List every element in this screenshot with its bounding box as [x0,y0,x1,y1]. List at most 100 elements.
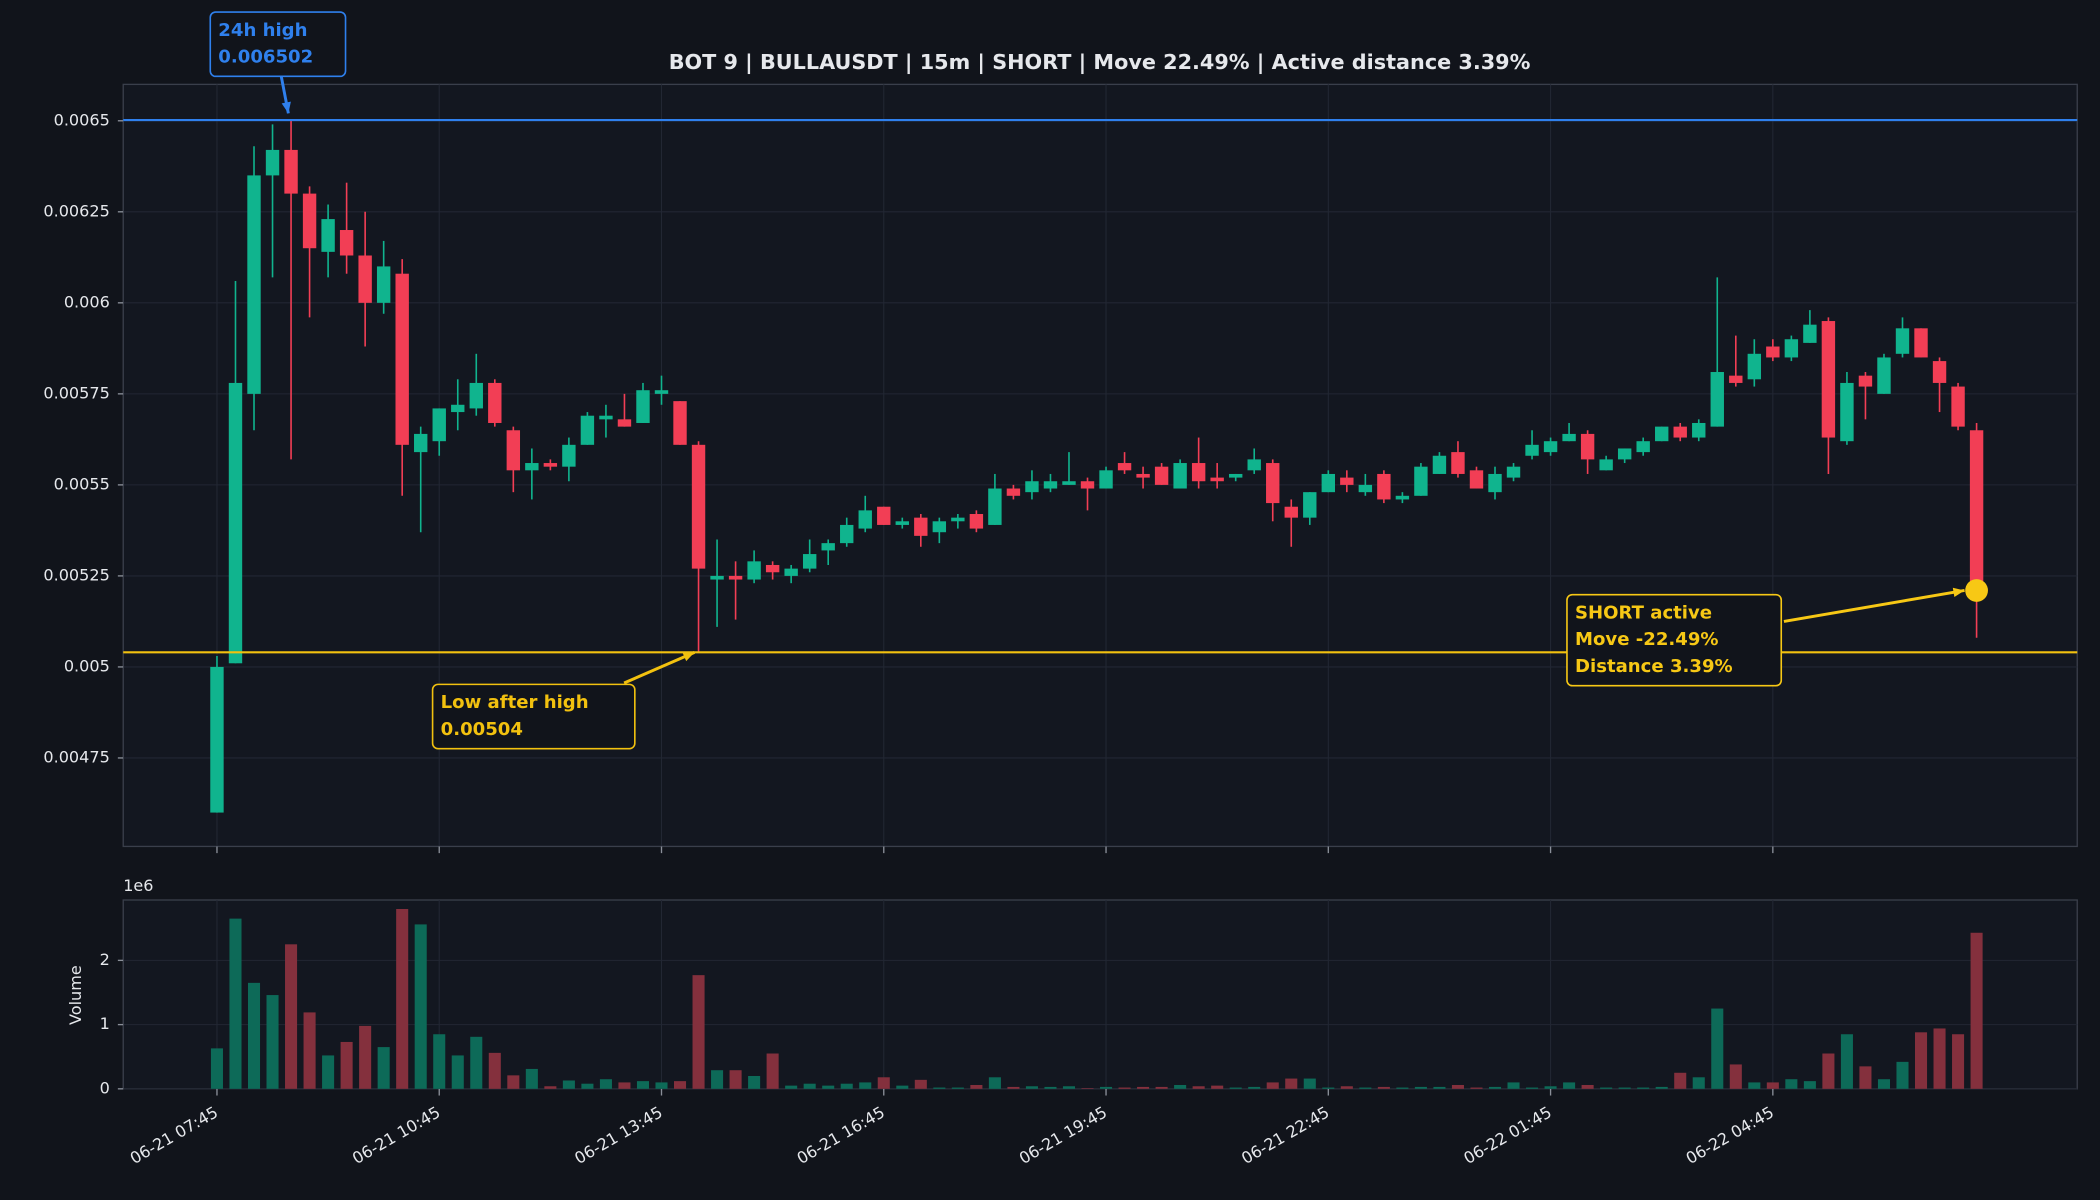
position-marker [1965,579,1988,602]
candle-body [988,488,1002,525]
volume-bar [340,1041,353,1089]
volume-bar [914,1079,927,1089]
volume-bar [1174,1084,1187,1089]
arrow-head [281,101,291,114]
candle-body [1932,361,1947,383]
candle-body [1284,506,1298,518]
y-tick-label: 0.006 [64,292,110,311]
arrow-head [682,652,695,662]
volume-bar [229,918,242,1089]
candle-body [1599,459,1613,471]
annotation-text: 0.00504 [441,719,523,740]
volume-bar [988,1077,1001,1089]
candle-body [1451,452,1465,474]
candle-body [1840,382,1854,442]
volume-bar [322,1055,335,1089]
volume-bar [1118,1087,1131,1089]
volume-bar [673,1081,687,1089]
volume-panel [122,899,2078,1090]
volume-bar [470,1036,483,1089]
candle-body [1062,481,1076,485]
price-panel [122,83,2078,848]
volume-bar [1877,1079,1890,1089]
volume-bar [1340,1086,1353,1089]
volume-bar [1285,1078,1298,1089]
y-tick-label: 0 [100,1078,110,1097]
volume-bar [877,1077,890,1089]
volume-bar [562,1080,575,1089]
candle-body [525,463,539,471]
candle-body [1414,466,1428,496]
volume-bar [1025,1086,1038,1089]
annotation-text: 0.006502 [218,47,313,68]
candle-body [1210,477,1224,482]
annotation-box [1566,593,1783,687]
candle-body [1340,477,1354,485]
volume-bar [1062,1086,1076,1089]
candle-body [1321,473,1335,493]
annotation-arrow [1783,589,1965,623]
candle-body [228,382,243,664]
candle-body [710,575,724,580]
volume-bar [692,975,705,1089]
volume-bar [1192,1086,1205,1089]
volume-bar [840,1083,853,1089]
volume-bar [1488,1086,1502,1089]
candle-body [1006,488,1021,496]
volume-bar [655,1082,668,1089]
volume-bar [933,1087,946,1089]
candle-body [506,430,521,471]
volume-bar [1803,1081,1816,1089]
volume-bar [1526,1087,1539,1089]
volume-bar [748,1075,761,1089]
volume-bar [1248,1086,1261,1089]
volume-bar [544,1086,557,1089]
candle-body [1266,463,1280,504]
annotation-text: 24h high [218,20,307,41]
candle-body [1117,463,1132,471]
volume-bar [785,1085,798,1089]
volume-bar [803,1083,816,1089]
volume-bar [1674,1072,1687,1089]
candle-body [1173,463,1187,489]
candle-body [1895,328,1910,354]
volume-bar [1359,1087,1372,1089]
volume-bar [618,1082,631,1089]
volume-bar [1822,1053,1835,1089]
volume-bar [970,1084,983,1089]
candle-body [765,564,780,573]
volume-bar [951,1087,964,1089]
candle-body [1099,470,1113,489]
volume-bar [303,1012,316,1089]
candle-body [210,666,224,813]
volume-bar [266,995,279,1089]
candle-body [1525,444,1539,456]
candle-body [469,382,483,409]
candle-body [1432,455,1447,474]
volume-bar [1952,1034,1965,1089]
candle-body [1951,386,1965,427]
candle-body [1303,492,1317,518]
candle-body [821,543,835,551]
volume-bar [581,1083,594,1089]
y-tick-label: 0.00575 [43,383,109,402]
candle-body [1506,466,1521,478]
volume-bar [1211,1085,1224,1089]
volume-bar [1563,1082,1576,1089]
volume-bar [1544,1086,1557,1089]
volume-bar [1266,1082,1279,1089]
volume-bar [711,1070,724,1089]
candle-body [1562,433,1576,442]
volume-bar [451,1055,464,1089]
candle-body [1543,441,1558,453]
volume-bar [433,1034,446,1089]
candle-body [617,419,632,427]
volume-bar [1451,1084,1464,1089]
annotation-text: SHORT active [1575,602,1712,623]
candle-body [1766,346,1780,358]
volume-bar [1414,1086,1427,1089]
volume-bar [1007,1086,1020,1089]
chart-title: BOT 9 | BULLAUSDT | 15m | SHORT | Move 2… [669,50,1531,75]
candle-body [673,401,687,445]
